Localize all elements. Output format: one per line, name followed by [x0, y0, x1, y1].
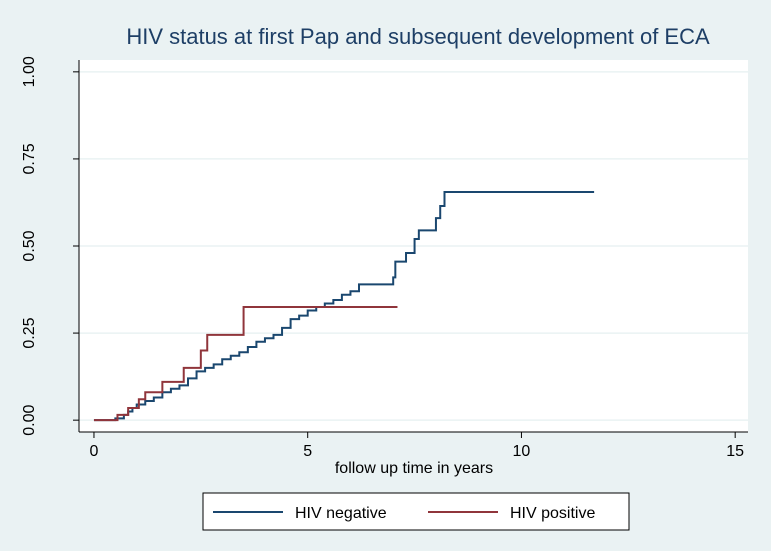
y-tick-label: 1.00 [21, 56, 38, 87]
y-tick-label: 0.75 [21, 143, 38, 174]
x-tick-label: 10 [513, 443, 531, 460]
y-tick-label: 0.50 [21, 230, 38, 261]
series-line [93, 305, 398, 422]
x-tick-label: 15 [726, 443, 744, 460]
y-tick-label: 0.25 [21, 317, 38, 348]
chart-title: HIV status at first Pap and subsequent d… [126, 24, 710, 49]
legend-label: HIV positive [510, 505, 595, 522]
x-tick-label: 0 [90, 443, 99, 460]
series-line [93, 191, 595, 422]
x-axis-label: follow up time in years [335, 460, 493, 477]
x-tick-label: 5 [303, 443, 312, 460]
legend-label: HIV negative [295, 505, 387, 522]
y-tick-label: 0.00 [21, 404, 38, 435]
